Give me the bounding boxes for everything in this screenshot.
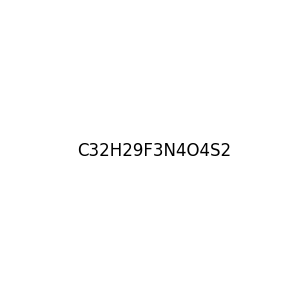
Text: C32H29F3N4O4S2: C32H29F3N4O4S2 — [77, 142, 231, 160]
